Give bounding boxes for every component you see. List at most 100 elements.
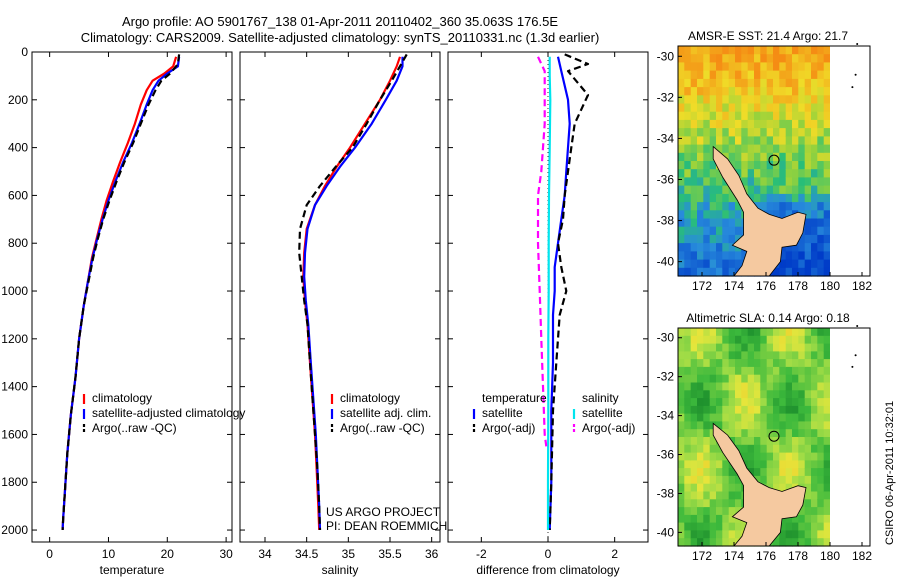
sla-map-cell: [735, 421, 742, 430]
sst-map-cell: [779, 119, 787, 129]
sla-map-cell: [735, 335, 742, 345]
sst-map-cell: [709, 185, 717, 195]
sst-map-cell: [728, 251, 736, 261]
sla-map-cell: [703, 351, 711, 360]
sla-map-cell: [760, 328, 768, 337]
sst-map-cell: [804, 152, 812, 162]
sla-map-cell: [697, 335, 704, 345]
sla-map-cell: [779, 444, 787, 454]
sst-map-cell: [773, 62, 780, 72]
sla-map-cell: [773, 413, 780, 422]
sla-map-cell: [773, 328, 780, 337]
sst-map-cell: [785, 161, 793, 170]
sla-map-cell: [785, 421, 793, 430]
sst-map-cell: [728, 243, 736, 252]
sla-map-cell: [716, 335, 723, 345]
sla-map-cell: [817, 421, 825, 430]
sst-map-cell: [823, 95, 831, 105]
sst-map-cell: [798, 243, 806, 252]
sst-map-cell: [766, 111, 774, 121]
sst-map-cell: [811, 54, 818, 63]
sst-map-cell: [735, 87, 742, 96]
sla-map-cell: [811, 475, 818, 485]
sst-map-cell: [792, 243, 799, 252]
sst-map-cell: [785, 111, 793, 121]
sst-map-cell: [747, 70, 755, 80]
sst-map-cell: [811, 103, 818, 113]
sst-map-cell: [804, 243, 812, 252]
sla-map-cell: [728, 429, 736, 438]
sla-map-cell: [684, 351, 692, 360]
sst-map-cell: [754, 177, 761, 187]
sst-map-xtick-label: 176: [756, 279, 776, 293]
sst-map-cell: [817, 136, 825, 146]
sst-map-cell: [817, 152, 825, 162]
sst-map-cell: [703, 243, 711, 252]
sst-map-cell: [785, 243, 793, 252]
sla-map-cell: [722, 421, 730, 430]
sla-map-cell: [728, 374, 736, 384]
sst-map-cell: [817, 128, 825, 137]
sst-map-cell: [697, 234, 704, 244]
sst-map-cell: [697, 87, 704, 96]
sst-map-cell: [785, 193, 793, 203]
temperature-legend-label: climatology: [92, 391, 152, 405]
sla-map-cell: [703, 507, 711, 516]
sla-map-cell: [811, 405, 818, 415]
sst-map-cell: [779, 161, 787, 170]
sst-map-cell: [760, 161, 768, 170]
sst-map-cell: [735, 202, 742, 211]
sst-map-cell: [823, 177, 831, 187]
sla-map-cell: [792, 475, 799, 485]
sst-map-cell: [703, 218, 711, 228]
sla-map-cell: [716, 359, 723, 368]
sla-map-cell: [722, 343, 730, 352]
sst-map-cell: [792, 161, 799, 170]
sla-map-cell: [779, 475, 787, 485]
sst-map-cell: [690, 259, 698, 269]
sla-map-cell: [785, 398, 793, 407]
sla-map-cell: [798, 359, 806, 368]
sst-map-cell: [709, 62, 717, 72]
sla-map-no-data-area: [830, 328, 870, 546]
salinity-chart: 34 34.5 35 35.5 36 salinity climatologysatelli…: [239, 51, 441, 577]
sst-map-cell: [804, 144, 812, 154]
pressure-tick-label: 1600: [1, 427, 28, 441]
sst-map-cell: [684, 210, 692, 220]
sst-map-cell: [817, 226, 825, 236]
sla-map-cell: [684, 359, 692, 368]
sst-map-cell: [766, 177, 774, 187]
sst-map-cell: [817, 70, 825, 80]
pressure-tick-label: 1400: [1, 380, 28, 394]
sla-map-cell: [792, 522, 799, 531]
sla-map-cell: [678, 522, 685, 531]
sst-map-cell: [773, 111, 780, 121]
sla-map-cell: [697, 452, 704, 461]
sst-map-cell: [697, 119, 704, 129]
sst-map-cell: [804, 234, 812, 244]
sla-map-cell: [722, 499, 730, 508]
sst-map-cell: [798, 259, 806, 269]
sla-map-cell: [690, 366, 698, 376]
sla-map-cell: [722, 405, 730, 415]
sla-map-cell: [684, 538, 692, 547]
sst-map-cell: [722, 95, 730, 105]
sla-map-cell: [773, 468, 780, 477]
sst-map-cell: [760, 144, 768, 154]
sla-map-xtick-label: 178: [788, 549, 808, 563]
sla-map-cell: [798, 460, 806, 469]
sla-map-cell: [741, 522, 749, 531]
sla-map-cell: [709, 328, 717, 337]
sla-map-cell: [792, 468, 799, 477]
sst-map-cell: [823, 267, 831, 277]
sla-map-cell: [792, 328, 799, 337]
sst-map-cell: [811, 78, 818, 88]
sla-map-cell: [684, 452, 692, 461]
sst-map-cell: [722, 251, 730, 261]
sst-map-cell: [823, 169, 831, 178]
sst-map-cell: [735, 169, 742, 178]
sla-map-cell: [804, 483, 812, 493]
sla-map-cell: [811, 437, 818, 446]
sla-map-cell: [798, 351, 806, 360]
sla-map-cell: [722, 460, 730, 469]
